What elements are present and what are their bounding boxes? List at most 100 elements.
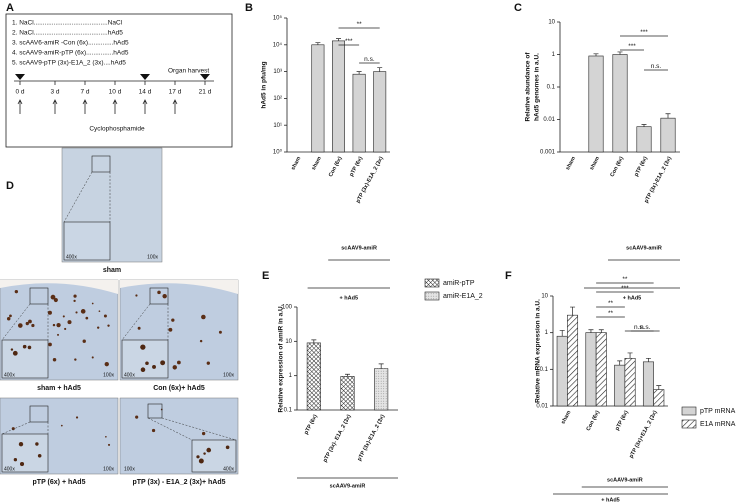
significance-label: ** [357,21,363,28]
x-tick-label: pTP (6x) [349,156,365,178]
error-bar [345,373,350,377]
stained-cell [28,319,32,324]
x-tick-label: pTP (6x) [634,156,650,178]
error-bar [645,357,651,362]
legend-swatch [681,406,697,416]
bar-pattern [340,376,355,410]
legend-label: E1A mRNA [700,421,736,428]
x-tick-label: pTP (6x) [303,414,319,436]
bar [556,335,568,407]
bar [636,126,652,153]
bar [614,364,626,407]
stained-cell [105,435,107,438]
protocol-line: 4. scAAV9-amiR-pTP (6x)...............hA… [12,50,129,57]
stained-cell [103,314,107,318]
significance-label: *** [621,285,629,292]
stained-cell [160,360,166,366]
magnification: 400x [124,372,135,378]
stained-cell [135,415,139,419]
bar-pattern [374,368,388,410]
day-label: 3 d [50,89,59,96]
stained-cell [53,297,58,303]
y-tick-label: 0.001 [540,150,556,156]
stained-cell [171,318,175,322]
y-tick-label: 10⁵ [273,15,283,22]
stained-cell [48,342,52,347]
bar-pattern [567,315,578,406]
stained-cell [57,333,60,336]
legend-swatch-pattern [682,420,696,428]
stained-cell [91,302,94,305]
x-tick-label: sham [565,156,577,172]
significance-label: n.s. [651,63,662,70]
group-label: scAAV9-amiR [341,245,377,251]
day-label: 0 d [15,89,24,96]
stained-cell [91,356,94,359]
significance-label: n.s. [364,56,375,63]
group-label: scAAV9-amiR [626,245,662,251]
y-tick-label: 10¹ [273,123,282,129]
stained-cell [85,316,89,320]
stained-cell [9,314,12,318]
day-label: 10 d [109,89,122,96]
bar [612,54,628,153]
y-tick-label: 1 [289,373,293,379]
stained-cell [157,290,161,295]
group-label: + hAd5 [601,497,620,503]
stained-cell [206,447,212,453]
y-tick-label: 0.01 [536,404,548,410]
error-bar [570,306,576,316]
stained-cell [35,442,39,446]
legend-label: amiR-pTP [443,280,475,287]
zoom-inset [1,433,49,473]
stained-cell [201,431,206,436]
stained-cell [140,367,146,372]
y-tick-label: 1 [545,330,549,336]
significance-label: n.s. [640,324,651,331]
error-bar [588,329,594,333]
legend-label: amiR-E1A_2 [443,293,483,300]
stained-cell [75,311,78,314]
stained-cell [145,361,149,366]
day-label: 14 d [139,89,152,96]
stained-cell [37,453,42,458]
tissue-gap [120,280,238,294]
stained-cell [22,345,27,349]
x-tick-label: pTP (3x)- E1A_2 (3x) [322,414,352,464]
protocol-box [5,13,233,148]
zoom-guide [1,303,49,341]
magnification: 100x [124,466,135,472]
error-bar [559,330,565,337]
error-bar [617,51,623,55]
stained-cell [64,327,67,331]
zoom-box [147,403,163,419]
micrograph-caption: pTP (6x) + hAd5 [33,479,86,486]
y-tick-label: 100 [282,305,293,311]
error-bar [641,124,647,127]
stained-cell [31,323,35,328]
stained-cell [176,360,181,365]
x-tick-label: Con (6x) [609,156,625,178]
x-tick-label: Con (6x) [328,156,344,178]
y-axis-label: Relative abundance of [525,52,532,122]
error-bar [627,352,633,359]
zoom-guide [147,417,237,441]
group-label: + hAd5 [623,295,642,301]
drug-arrow [142,99,148,114]
stained-cell [198,458,204,464]
stained-cell [52,358,57,362]
stained-cell [67,320,72,325]
group-label: scAAV9-amiR [607,477,643,483]
stained-cell [199,339,203,343]
drug-arrow [112,99,118,114]
significance-label: *** [345,38,353,45]
significance-label: n.s. [634,324,645,331]
drug-arrow [52,99,58,114]
stained-cell [104,361,109,367]
x-tick-label: sham [290,156,302,172]
legend-label: pTP mRNA [700,408,736,415]
magnification: 100x [103,372,114,378]
stained-cell [52,323,56,327]
bar [352,73,366,153]
stained-cell [162,293,167,299]
